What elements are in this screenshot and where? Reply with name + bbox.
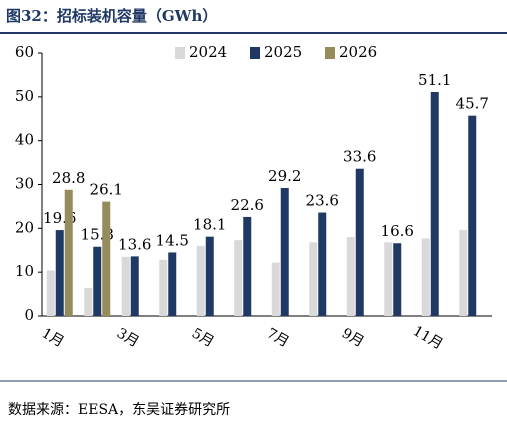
data-label: 26.1 [90, 181, 123, 199]
data-label: 13.6 [118, 235, 151, 253]
x-tick-label: 3月 [114, 325, 142, 350]
bar [159, 259, 168, 316]
data-label: 14.5 [156, 231, 189, 249]
x-tick-label: 9月 [339, 325, 367, 350]
data-label: 23.6 [306, 192, 339, 210]
y-tick-label: 20 [15, 218, 34, 236]
data-label: 45.7 [456, 95, 489, 113]
data-label: 18.1 [193, 216, 226, 234]
source-note: 数据来源：EESA，东吴证券研究所 [8, 402, 230, 418]
legend-swatch [175, 47, 185, 59]
bar [55, 230, 64, 316]
y-tick-label: 10 [15, 262, 34, 280]
bar [130, 256, 139, 316]
bar [64, 189, 73, 316]
bar [355, 168, 364, 316]
bar [318, 212, 327, 316]
data-label: 33.6 [343, 148, 376, 166]
bar [205, 236, 214, 316]
bar [121, 256, 130, 316]
bar [280, 188, 289, 316]
bar [346, 237, 355, 316]
y-tick-label: 50 [15, 87, 34, 105]
bar [93, 246, 102, 316]
bar [384, 242, 393, 316]
x-tick-label: 5月 [189, 325, 217, 350]
bar [459, 230, 468, 316]
bar [271, 262, 280, 316]
bar [468, 115, 477, 316]
bar [234, 240, 243, 316]
bar [196, 245, 205, 316]
data-label: 51.1 [418, 71, 451, 89]
legend-label: 2025 [264, 43, 302, 61]
bar [102, 201, 111, 316]
legend-label: 2024 [189, 43, 227, 61]
y-tick-label: 30 [15, 175, 34, 193]
x-tick-label: 1月 [39, 325, 67, 350]
bar [84, 287, 93, 316]
legend-swatch [250, 47, 260, 59]
y-tick-label: 0 [24, 306, 34, 324]
bar [168, 252, 177, 316]
legend-label: 2026 [339, 43, 377, 61]
bar [46, 270, 55, 316]
bar [393, 243, 402, 316]
legend-swatch [325, 47, 335, 59]
y-tick-label: 60 [15, 43, 34, 61]
data-label: 16.6 [381, 222, 414, 240]
data-label: 29.2 [268, 167, 301, 185]
data-label: 28.8 [52, 169, 85, 187]
bar [243, 216, 252, 316]
bar [430, 92, 439, 317]
chart-title: 图32：招标装机容量（GWh） [6, 7, 217, 25]
bar [421, 238, 430, 316]
x-tick-label: 11月 [410, 323, 446, 353]
data-label: 22.6 [231, 196, 264, 214]
x-tick-label: 7月 [264, 325, 292, 350]
y-tick-label: 40 [15, 131, 34, 149]
bar [309, 242, 318, 316]
